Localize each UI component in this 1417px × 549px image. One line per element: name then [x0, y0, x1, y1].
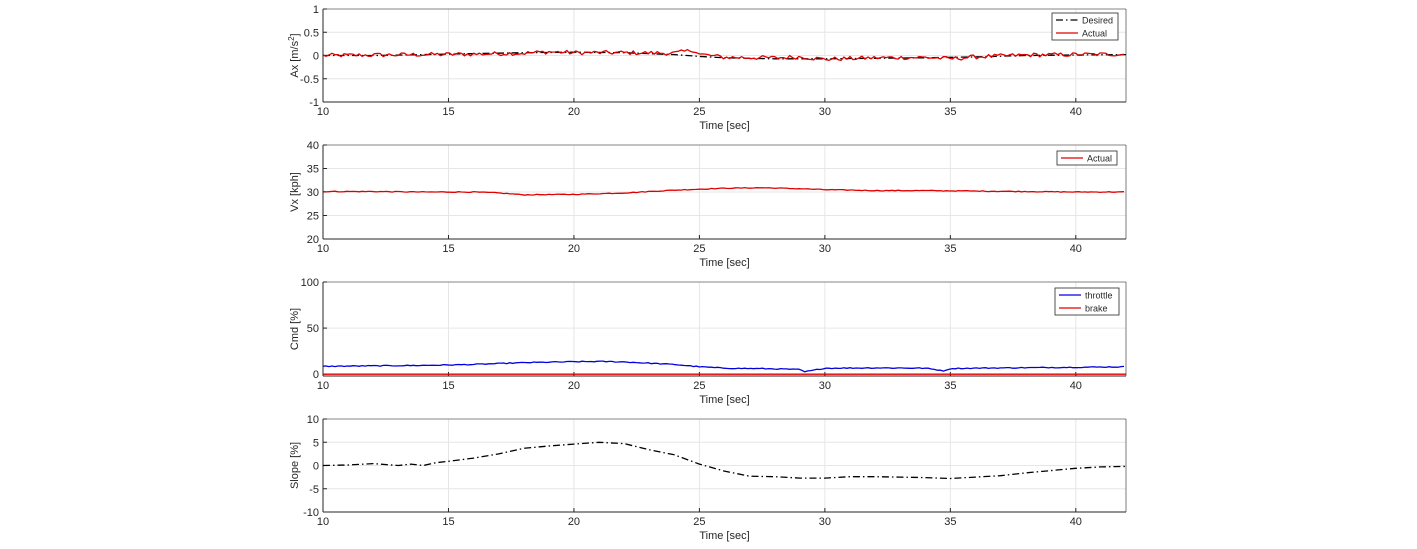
y-axis-label: Ax [m/s2]	[287, 33, 301, 77]
x-tick-label: 10	[317, 516, 329, 528]
x-tick-label: 10	[317, 380, 329, 392]
x-tick-label: 30	[819, 243, 831, 255]
x-tick-label: 10	[317, 243, 329, 255]
legend: Actual	[1056, 150, 1118, 166]
x-tick-label: 20	[568, 106, 580, 118]
x-tick-label: 35	[944, 106, 956, 118]
y-tick-label: 0.5	[304, 27, 319, 39]
x-tick-label: 40	[1070, 243, 1082, 255]
y-tick-label: -0.5	[300, 74, 319, 86]
y-tick-label: -5	[309, 484, 319, 496]
x-tick-label: 30	[819, 380, 831, 392]
subplot-3: 10 15 20 25 30 35 40 0 50 100 Time [sec] Cmd [%] thr…	[289, 277, 1127, 406]
x-tick-label: 10	[317, 106, 329, 118]
y-tick-label: 35	[307, 164, 319, 176]
series-line-actual	[323, 48, 1125, 62]
legend: throttle brake	[1054, 287, 1120, 316]
x-tick-label: 40	[1070, 380, 1082, 392]
y-axis-label: Slope [%]	[289, 442, 301, 489]
x-tick-label: 25	[693, 243, 705, 255]
y-tick-label: 1	[313, 4, 319, 16]
x-tick-label: 15	[442, 516, 454, 528]
y-tick-label: 0	[313, 461, 319, 473]
y-tick-label: 100	[301, 277, 319, 289]
legend-label: Desired	[1082, 16, 1113, 26]
x-tick-label: 40	[1070, 106, 1082, 118]
y-tick-label: 25	[307, 211, 319, 223]
x-tick-label: 40	[1070, 516, 1082, 528]
x-tick-label: 15	[442, 243, 454, 255]
legend: Desired Actual	[1051, 12, 1119, 41]
y-tick-label: 0	[313, 51, 319, 63]
x-axis-label: Time [sec]	[699, 530, 749, 542]
y-tick-label: 20	[307, 234, 319, 246]
x-tick-label: 20	[568, 380, 580, 392]
y-tick-label: -1	[309, 97, 319, 109]
x-axis-label: Time [sec]	[699, 120, 749, 132]
x-tick-label: 20	[568, 243, 580, 255]
x-axis-label: Time [sec]	[699, 394, 749, 406]
series-line-slope	[323, 441, 1126, 480]
x-tick-label: 35	[944, 516, 956, 528]
y-tick-label: -10	[303, 507, 319, 519]
y-tick-label: 40	[307, 140, 319, 152]
subplot-1: 10 15 20 25 30 35 40 -1 -0.5 0 0.5 1 Time [sec] Ax [m…	[287, 4, 1127, 132]
y-tick-label: 30	[307, 187, 319, 199]
x-tick-label: 25	[693, 380, 705, 392]
y-axis-label: Cmd [%]	[289, 308, 301, 350]
legend-label: Actual	[1087, 154, 1112, 164]
y-tick-label: 0	[313, 369, 319, 381]
x-tick-label: 15	[442, 106, 454, 118]
series-line-actual	[323, 186, 1125, 196]
x-tick-label: 25	[693, 106, 705, 118]
plot-area	[323, 282, 1126, 376]
y-tick-label: 50	[307, 323, 319, 335]
x-tick-label: 15	[442, 380, 454, 392]
legend-label: throttle	[1085, 291, 1113, 301]
x-tick-label: 35	[944, 380, 956, 392]
y-tick-label: 5	[313, 437, 319, 449]
subplot-4: 10 15 20 25 30 35 40 -10 -5 0 5 10 Time [sec] Slope […	[289, 414, 1127, 542]
series-line-throttle	[323, 360, 1125, 373]
x-tick-label: 30	[819, 106, 831, 118]
legend-label: brake	[1085, 304, 1108, 314]
y-tick-label: 10	[307, 414, 319, 426]
x-tick-label: 30	[819, 516, 831, 528]
subplot-2: 10 15 20 25 30 35 40 20 25 30 35 40 Time [sec] Vx [kp…	[289, 140, 1127, 269]
x-tick-label: 20	[568, 516, 580, 528]
x-axis-label: Time [sec]	[699, 257, 749, 269]
legend-label: Actual	[1082, 29, 1107, 39]
y-axis-label: Vx [kph]	[289, 172, 301, 212]
x-tick-label: 35	[944, 243, 956, 255]
x-tick-label: 25	[693, 516, 705, 528]
